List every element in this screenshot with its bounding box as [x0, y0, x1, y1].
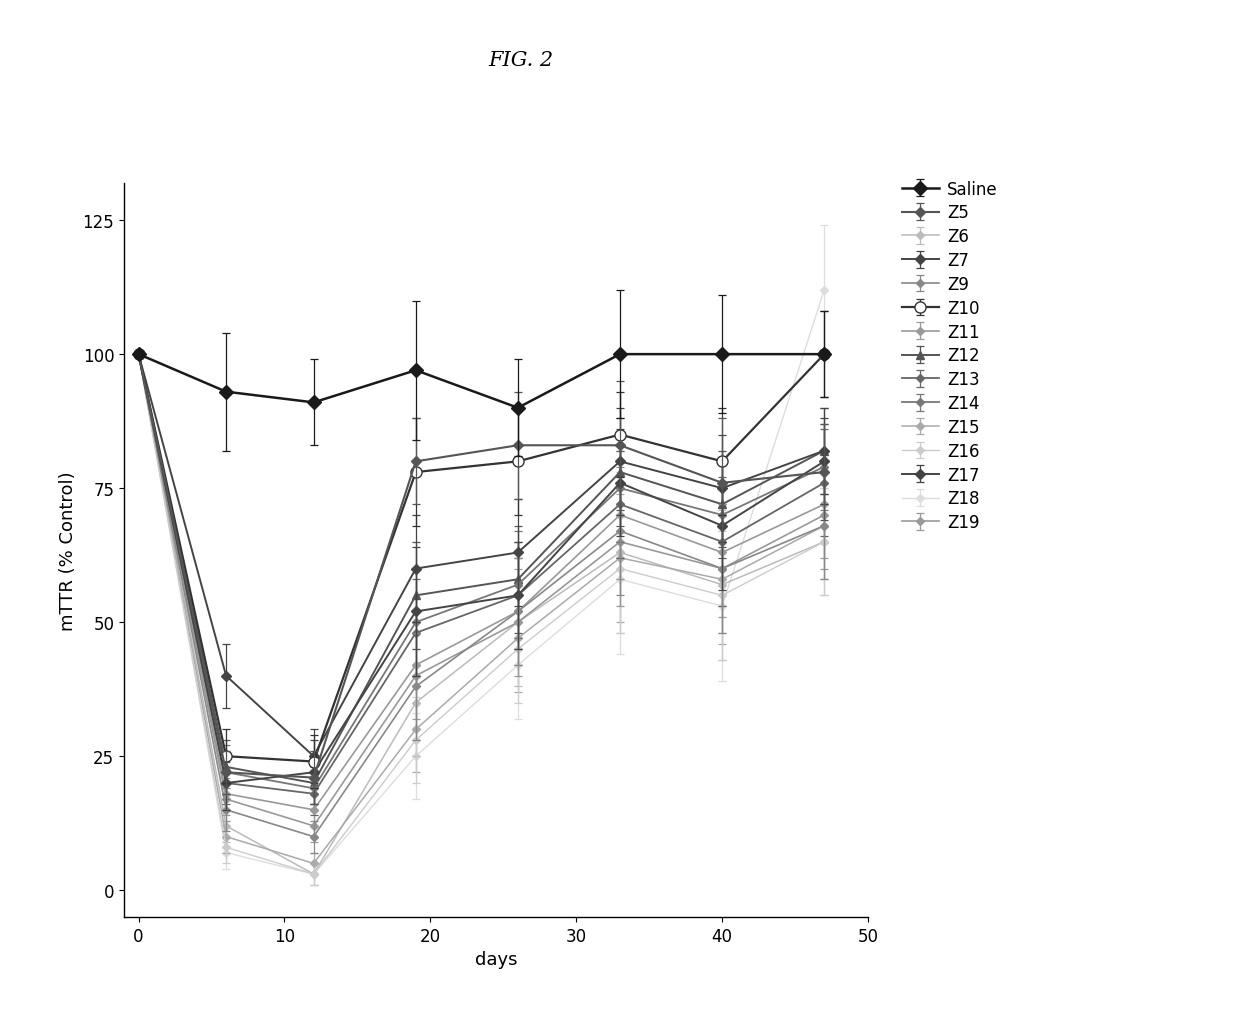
- Text: FIG. 2: FIG. 2: [489, 51, 553, 70]
- X-axis label: days: days: [475, 951, 517, 968]
- Y-axis label: mTTR (% Control): mTTR (% Control): [60, 471, 77, 630]
- Legend: Saline, Z5, Z6, Z7, Z9, Z10, Z11, Z12, Z13, Z14, Z15, Z16, Z17, Z18, Z19: Saline, Z5, Z6, Z7, Z9, Z10, Z11, Z12, Z…: [899, 177, 1001, 535]
